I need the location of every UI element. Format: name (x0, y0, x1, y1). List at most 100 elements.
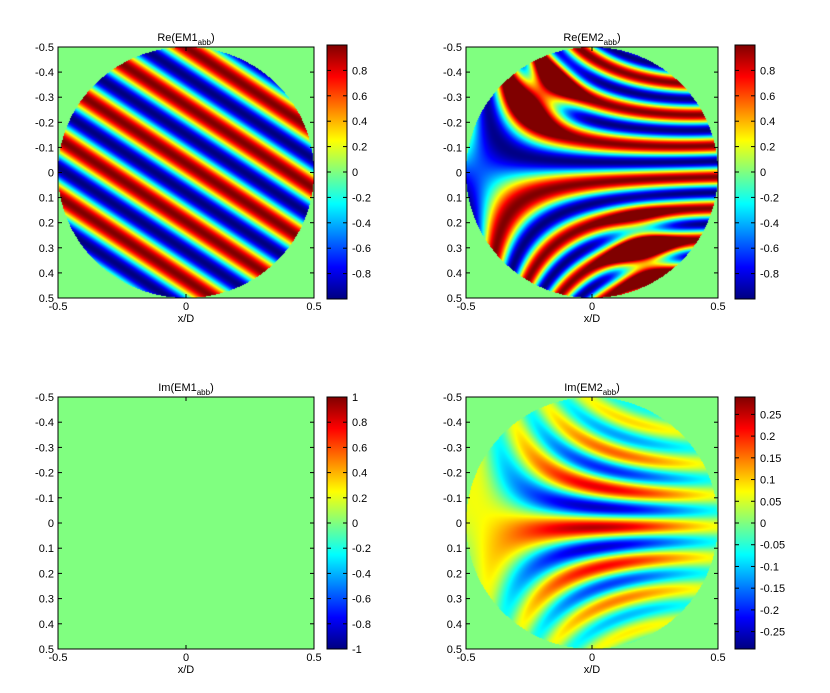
colorbar (735, 397, 755, 649)
x-axis-label: x/D (584, 313, 601, 325)
colorbar-tick-label: 0.6 (352, 91, 367, 103)
x-axis-label: x/D (178, 313, 195, 325)
y-tick-label: -0.3 (35, 92, 54, 104)
y-tick-label: -0.4 (443, 67, 462, 79)
title-subscript: abb (603, 388, 617, 397)
panel-2: Re(EM2abb) -0.5 -0.4 -0.3 -0.2 -0.1 0 0.1 0.2 0.3… (443, 32, 779, 325)
colorbar-tick-label: -0.4 (352, 218, 371, 230)
colorbar-tick-label: 0.6 (352, 442, 367, 454)
field-image (466, 397, 718, 649)
colorbar-tick-label: -0.8 (352, 269, 371, 281)
y-tick-label: 0.5 (447, 293, 462, 305)
y-tick-label: 0.1 (447, 543, 462, 555)
colorbar-tick-label: -0.05 (760, 540, 785, 552)
y-tick-label: 0.5 (39, 293, 54, 305)
panel-title: Re(EM2abb) (563, 32, 620, 47)
colorbar-tick-label: -0.8 (760, 269, 779, 281)
panel-title: Im(EM2abb) (564, 382, 620, 397)
y-tick-label: -0.4 (35, 417, 54, 429)
x-tick-label: 0 (183, 652, 189, 664)
x-tick-label: -0.5 (49, 652, 68, 664)
y-tick-label: -0.1 (35, 142, 54, 154)
title-main: Im(EM1 (158, 382, 197, 394)
panel-4: Im(EM2abb) -0.5 -0.4 -0.3 -0.2 -0.1 0 0.1 0.2 0.3… (443, 382, 785, 676)
y-tick-label: 0 (456, 518, 462, 530)
colorbar-tick-label: -0.6 (352, 243, 371, 255)
colorbar-tick-label: 0 (352, 167, 358, 179)
x-tick-label: 0.5 (710, 652, 725, 664)
y-tick-label: 0.4 (39, 619, 54, 631)
y-tick-label: -0.5 (35, 42, 54, 54)
colorbar-tick-label: 0.25 (760, 409, 781, 421)
panel-1: Re(EM1abb) -0.5 -0.4 -0.3 -0.2 -0.1 0 0.1 0.2 0.3… (35, 32, 371, 325)
title-close: ) (211, 32, 215, 44)
colorbar-tick-label: 0.2 (352, 493, 367, 505)
x-tick-label: 0.5 (710, 301, 725, 313)
colorbar-tick-label: -0.2 (760, 192, 779, 204)
y-tick-label: 0.1 (39, 543, 54, 555)
x-axis-label: x/D (178, 664, 195, 676)
field-image (58, 47, 314, 298)
title-close: ) (617, 32, 621, 44)
y-tick-label: 0.2 (39, 218, 54, 230)
colorbar-tick-label: 0.4 (352, 116, 367, 128)
colorbar-tick-label: 0.4 (760, 116, 775, 128)
y-tick-label: 0 (48, 168, 54, 180)
panel-title: Im(EM1abb) (158, 382, 214, 397)
colorbar-tick-label: -0.2 (760, 605, 779, 617)
colorbar (327, 397, 347, 649)
colorbar-tick-label: 0.6 (760, 91, 775, 103)
colorbar-tick-label: 0.2 (760, 142, 775, 154)
colorbar-tick-label: -0.8 (352, 619, 371, 631)
y-tick-label: -0.2 (443, 468, 462, 480)
colorbar-tick-label: -0.6 (760, 243, 779, 255)
colorbar-tick-label: -0.4 (352, 568, 371, 580)
colorbar-tick-label: 0.2 (352, 142, 367, 154)
y-tick-label: -0.1 (443, 142, 462, 154)
colorbar (735, 45, 755, 299)
y-tick-label: -0.4 (443, 417, 462, 429)
y-tick-label: 0 (48, 518, 54, 530)
y-tick-label: -0.2 (35, 117, 54, 129)
panel-title: Re(EM1abb) (157, 32, 214, 47)
y-tick-label: 0.4 (447, 619, 462, 631)
y-tick-label: 0.3 (39, 243, 54, 255)
y-tick-label: -0.2 (443, 117, 462, 129)
y-tick-label: -0.1 (443, 493, 462, 505)
x-tick-label: 0.5 (306, 652, 321, 664)
colorbar-tick-label: -0.15 (760, 583, 785, 595)
y-tick-label: -0.5 (35, 392, 54, 404)
colorbar-tick-label: 0.15 (760, 453, 781, 465)
y-tick-label: 0 (456, 168, 462, 180)
field-image (58, 397, 314, 649)
title-close: ) (210, 382, 214, 394)
y-tick-label: 0.3 (39, 594, 54, 606)
title-main: Im(EM2 (564, 382, 603, 394)
y-tick-label: -0.4 (35, 67, 54, 79)
colorbar-tick-label: 0.2 (760, 431, 775, 443)
title-subscript: abb (604, 38, 618, 47)
colorbar-tick-label: -0.6 (352, 594, 371, 606)
y-tick-label: -0.5 (443, 42, 462, 54)
y-tick-label: 0.3 (447, 243, 462, 255)
y-tick-label: -0.2 (35, 468, 54, 480)
x-tick-label: -0.5 (457, 301, 476, 313)
y-tick-label: -0.3 (35, 442, 54, 454)
title-subscript: abb (197, 388, 211, 397)
colorbar-tick-label: 0.8 (760, 65, 775, 77)
y-tick-label: 0.2 (39, 568, 54, 580)
y-tick-label: 0.1 (39, 193, 54, 205)
x-tick-label: 0.5 (306, 301, 321, 313)
x-axis-label: x/D (584, 664, 601, 676)
colorbar-tick-label: -0.2 (352, 543, 371, 555)
title-main: Re(EM1 (157, 32, 197, 44)
y-tick-label: 0.4 (447, 268, 462, 280)
y-tick-label: 0.3 (447, 594, 462, 606)
colorbar-tick-label: -0.25 (760, 627, 785, 639)
colorbar-tick-label: 0.1 (760, 475, 775, 487)
colorbar-tick-label: 0 (760, 167, 766, 179)
y-tick-label: -0.5 (443, 392, 462, 404)
y-tick-label: -0.3 (443, 92, 462, 104)
y-tick-label: 0.2 (447, 218, 462, 230)
